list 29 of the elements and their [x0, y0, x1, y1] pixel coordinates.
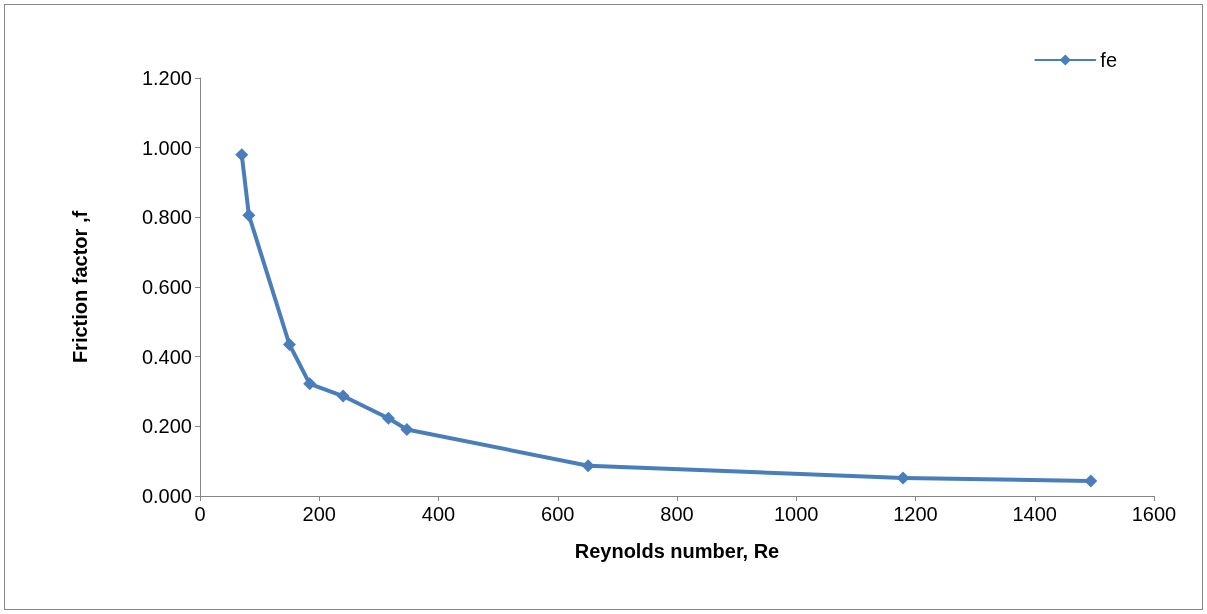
y-axis-title: Friction factor ,f [69, 210, 91, 364]
x-tick-label: 1400 [1012, 503, 1057, 525]
y-tick-label: 1.000 [141, 136, 192, 159]
x-tick-label: 1600 [1131, 503, 1177, 525]
point [400, 422, 414, 436]
point [336, 389, 350, 403]
point [1084, 474, 1098, 488]
point [581, 459, 595, 473]
legend-label: fe [1100, 49, 1118, 71]
x-tick-label: 1200 [893, 503, 938, 525]
y-tick-label: 0.800 [141, 206, 192, 229]
y-tick-label: 0.000 [141, 485, 192, 507]
x-axis-title: Reynolds number, Re [574, 540, 780, 562]
point [235, 148, 249, 162]
y-tick-label: 0.200 [141, 415, 192, 438]
x-tick-label: 200 [302, 503, 336, 525]
x-tick-label: 400 [421, 503, 456, 525]
y-tick-label: 0.400 [141, 345, 192, 368]
point [282, 337, 296, 351]
y-tick-label: 0.600 [141, 276, 192, 298]
x-tick-label: 600 [541, 503, 575, 525]
x-tick-label: 0 [194, 503, 206, 525]
y-tick-label: 1.200 [141, 67, 192, 89]
x-tick-label: 800 [660, 503, 694, 525]
point [242, 208, 256, 222]
point [381, 411, 395, 425]
point [303, 377, 317, 391]
point [896, 471, 910, 485]
x-tick-label: 1000 [774, 503, 819, 525]
